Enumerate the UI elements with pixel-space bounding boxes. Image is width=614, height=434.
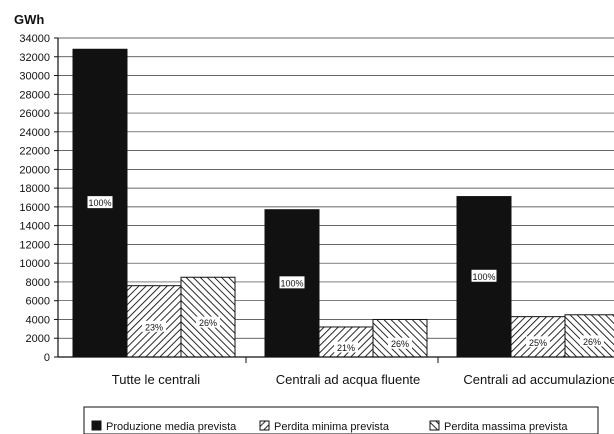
legend-swatch-produzione: [91, 420, 102, 431]
data-label-perdita-massima: 26%: [199, 318, 217, 328]
y-tick-label: 32000: [19, 52, 50, 64]
data-label-bg: [279, 276, 305, 289]
data-label-perdita-minima: 21%: [337, 343, 355, 353]
legend-box: [83, 406, 599, 434]
y-tick-label: 22000: [19, 146, 50, 158]
y-tick-label: 6000: [26, 296, 50, 308]
x-category-label: Centrali ad accumulazione: [463, 372, 614, 387]
bars: 100% 23% 26% 100% 21% 26% 100% 25% 26%: [72, 48, 614, 358]
data-label-bg: [388, 337, 412, 349]
data-label-bg: [580, 335, 604, 347]
data-label-bg: [526, 336, 550, 348]
y-tick-label: 8000: [26, 277, 50, 289]
y-tick-label: 12000: [19, 239, 50, 251]
category-labels: Tutte le centrali Centrali ad acqua fluen…: [112, 372, 614, 387]
data-label-bg: [142, 320, 166, 332]
y-tick-label: 24000: [19, 127, 50, 139]
data-label-perdita-massima: 26%: [583, 337, 601, 347]
bar-perdita-massima: [372, 318, 428, 358]
grid-lines: [58, 37, 614, 339]
data-label-bg: [471, 269, 497, 282]
y-axis-unit-label: GWh: [14, 12, 44, 27]
data-label-perdita-minima: 23%: [145, 322, 163, 332]
data-label-produzione: 100%: [472, 272, 495, 282]
data-label-bg: [334, 341, 358, 353]
legend-swatch-perdita-massima: [429, 420, 440, 431]
axes: [57, 38, 614, 363]
y-tick-label: 18000: [19, 183, 50, 195]
y-axis-ticks: 0 2000 4000 6000 8000 10000 12000 14000 16000 180…: [19, 33, 58, 364]
legend-label-produzione: Produzione media prevista: [106, 421, 237, 433]
data-label-bg: [87, 196, 113, 209]
x-category-label: Tutte le centrali: [112, 372, 201, 387]
data-label-perdita-massima: 26%: [391, 339, 409, 349]
legend: Produzione media prevista Perdita minima…: [83, 406, 599, 434]
y-tick-label: 10000: [19, 258, 50, 270]
y-tick-label: 34000: [19, 33, 50, 45]
data-label-produzione: 100%: [88, 198, 111, 208]
x-category-label: Centrali ad acqua fluente: [276, 372, 421, 387]
legend-label-perdita-minima: Perdita minima prevista: [274, 421, 390, 433]
y-tick-label: 20000: [19, 164, 50, 176]
y-tick-label: 28000: [19, 89, 50, 101]
y-tick-label: 26000: [19, 108, 50, 120]
y-tick-label: 2000: [26, 333, 50, 345]
y-tick-label: 30000: [19, 71, 50, 83]
legend-swatch-perdita-minima: [259, 420, 270, 431]
data-label-bg: [196, 316, 220, 328]
data-label-perdita-minima: 25%: [529, 338, 547, 348]
legend-label-perdita-massima: Perdita massima prevista: [444, 421, 568, 433]
data-label-produzione: 100%: [280, 278, 303, 288]
y-tick-label: 14000: [19, 221, 50, 233]
y-tick-label: 0: [44, 352, 50, 364]
y-tick-label: 16000: [19, 202, 50, 214]
y-tick-label: 4000: [26, 314, 50, 326]
